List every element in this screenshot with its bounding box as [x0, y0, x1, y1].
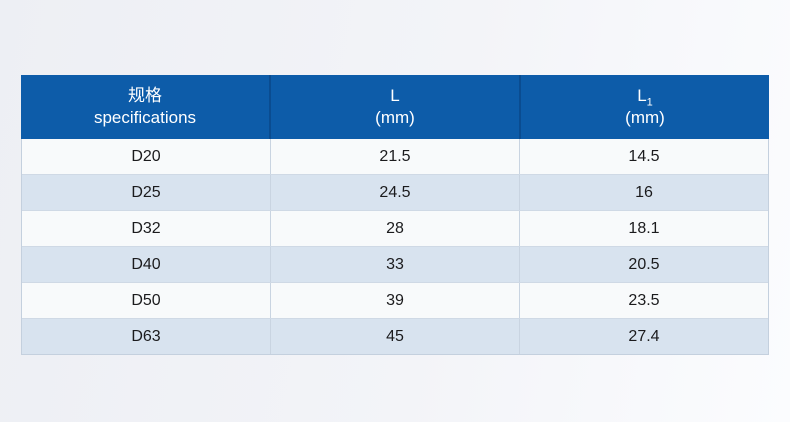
spec-cell: D20 [22, 139, 271, 174]
header-l1-symbol: L1 [637, 86, 653, 109]
l1-cell: 27.4 [628, 327, 660, 345]
table-row: D50 39 23.5 [22, 283, 768, 319]
spec-cell: D40 [22, 247, 271, 282]
l-cell: 45 [271, 319, 520, 354]
header-l1-unit: (mm) [625, 108, 665, 127]
l-cell: 21.5 [271, 139, 520, 174]
l1-cell: 20.5 [628, 255, 660, 273]
l1-cell: 16 [635, 183, 653, 201]
table-body: D20 21.5 14.5 D25 24.5 16 D32 28 18.1 D4… [21, 139, 769, 355]
table-row: D63 45 27.4 [22, 319, 768, 354]
spec-cell: D32 [22, 211, 271, 246]
table-header-row: 规格 specifications L (mm) L1 (mm) [21, 75, 769, 139]
l-cell: 33 [271, 247, 520, 282]
header-l-unit: (mm) [375, 108, 415, 127]
l-cell: 24.5 [271, 175, 520, 210]
header-cell-specifications: 规格 specifications [21, 75, 271, 139]
specifications-table: 规格 specifications L (mm) L1 (mm) D20 21.… [21, 75, 769, 355]
spec-cell: D63 [22, 319, 271, 354]
header-specs-cn: 规格 [128, 86, 162, 105]
header-cell-l: L (mm) [271, 75, 521, 139]
spec-cell: D50 [22, 283, 271, 318]
spec-cell: D25 [22, 175, 271, 210]
l1-cell: 14.5 [628, 147, 660, 165]
header-l-symbol: L [390, 86, 400, 105]
header-specs-en: specifications [93, 108, 197, 127]
l-cell: 28 [271, 211, 520, 246]
table-row: D25 24.5 16 [22, 175, 768, 211]
l-cell: 39 [271, 283, 520, 318]
header-cell-l1: L1 (mm) [521, 75, 769, 139]
table-row: D32 28 18.1 [22, 211, 768, 247]
l1-cell: 18.1 [628, 219, 660, 237]
header-l1-subscript: 1 [646, 96, 653, 109]
table-row: D20 21.5 14.5 [22, 139, 768, 175]
table-row: D40 33 20.5 [22, 247, 768, 283]
l1-cell: 23.5 [628, 291, 660, 309]
